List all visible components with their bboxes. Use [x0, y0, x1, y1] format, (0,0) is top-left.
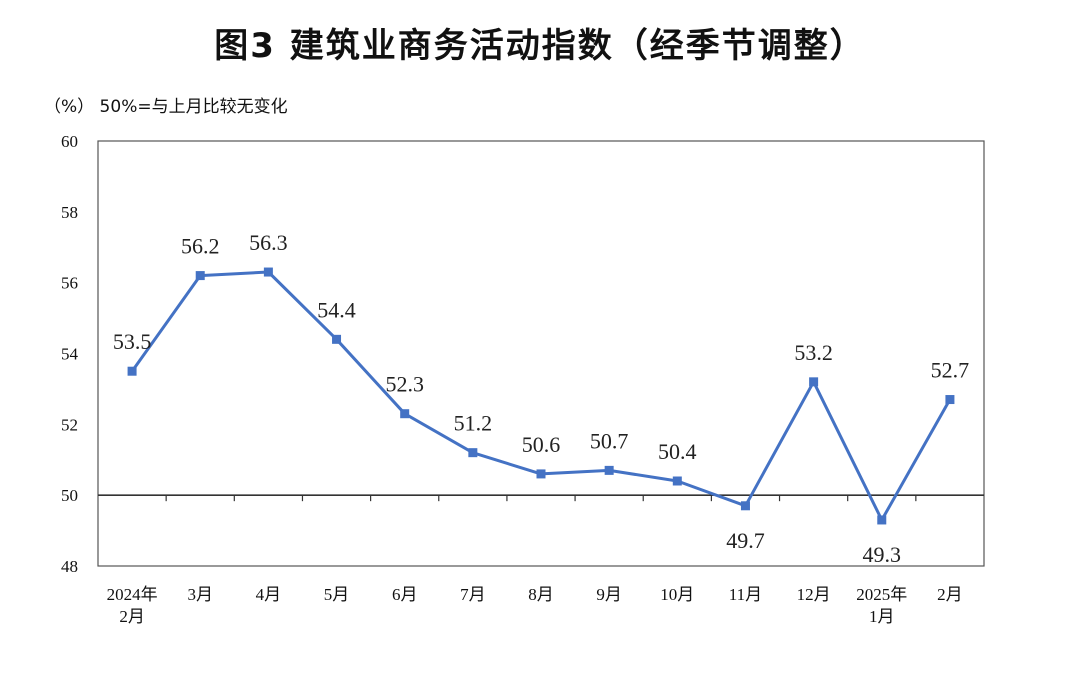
x-tick-label: 8月 — [528, 585, 554, 604]
y-tick-label: 58 — [61, 203, 78, 222]
data-label: 53.5 — [113, 329, 152, 354]
data-point — [468, 448, 478, 458]
x-tick-label: 2月 — [119, 607, 145, 626]
data-label: 53.2 — [794, 340, 833, 365]
x-tick-label: 3月 — [187, 585, 213, 604]
x-tick-label: 9月 — [596, 585, 622, 604]
data-point — [877, 515, 887, 525]
data-label: 50.7 — [590, 428, 629, 453]
x-tick-label: 10月 — [660, 585, 694, 604]
data-point — [604, 465, 614, 475]
data-point — [945, 395, 955, 405]
data-label: 50.6 — [522, 432, 561, 457]
plot-area — [97, 140, 985, 567]
data-point — [195, 271, 205, 281]
series-line — [130, 270, 952, 522]
data-label: 52.3 — [385, 372, 424, 397]
x-tick-label: 1月 — [869, 607, 895, 626]
data-point — [263, 267, 273, 277]
x-tick-label: 7月 — [460, 585, 486, 604]
y-tick-label: 54 — [61, 345, 79, 364]
x-tick-label: 12月 — [797, 585, 831, 604]
data-label: 56.2 — [181, 234, 220, 259]
x-tick-label: 11月 — [729, 585, 762, 604]
y-tick-label: 60 — [61, 132, 78, 151]
data-point — [127, 366, 137, 376]
data-label: 54.4 — [317, 297, 356, 322]
data-label: 56.3 — [249, 230, 288, 255]
x-tick-label: 4月 — [256, 585, 282, 604]
data-label: 52.7 — [931, 358, 970, 383]
y-tick-label: 50 — [61, 486, 78, 505]
chart-note: （%） 50%=与上月比较无变化 — [44, 97, 288, 117]
y-tick-label: 56 — [61, 274, 78, 293]
data-point — [672, 476, 682, 486]
data-point — [809, 377, 819, 387]
data-point — [536, 469, 546, 479]
x-tick-label: 5月 — [324, 585, 350, 604]
y-tick-label: 48 — [61, 557, 78, 576]
x-tick-label: 2月 — [937, 585, 963, 604]
data-point — [332, 334, 342, 344]
data-point — [400, 409, 410, 419]
x-tick-label: 2024年 — [107, 585, 158, 604]
chart-title: 图3 建筑业商务活动指数（经季节调整） — [214, 26, 866, 66]
data-label: 49.3 — [863, 542, 902, 567]
y-tick-label: 52 — [61, 415, 78, 434]
data-label: 50.4 — [658, 439, 697, 464]
x-tick-label: 6月 — [392, 585, 418, 604]
data-point — [740, 501, 750, 511]
data-label: 51.2 — [454, 411, 493, 436]
data-label: 49.7 — [726, 528, 765, 553]
x-tick-label: 2025年 — [856, 585, 907, 604]
